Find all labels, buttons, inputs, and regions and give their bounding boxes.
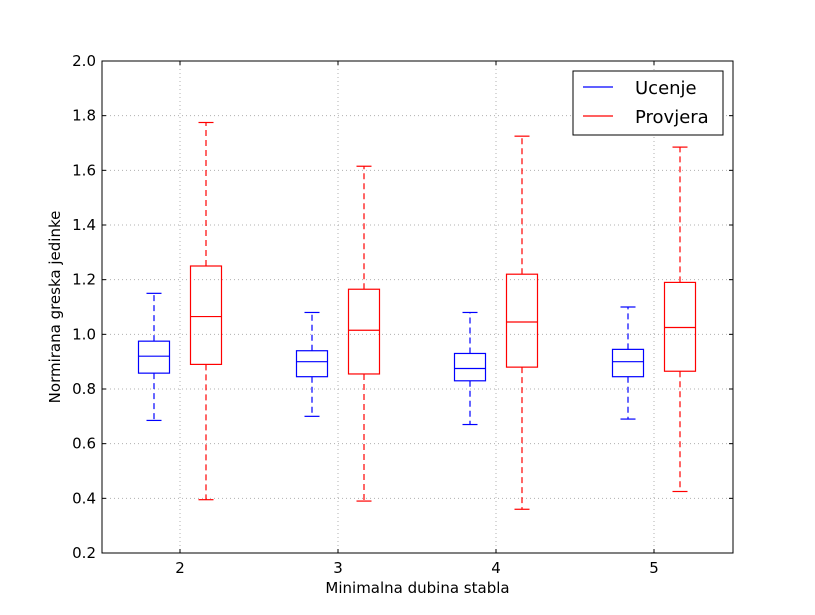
y-tick-label: 0.6	[72, 435, 96, 453]
axis-ticks: 0.2 0.4 0.6 0.8 1.0 1.2 1.4 1.6 1.8 2.0 2 3 4 5	[72, 52, 733, 577]
iqr-box	[453, 352, 487, 382]
plot-area-frame	[101, 60, 734, 554]
iqr-box	[505, 273, 539, 368]
y-tick-label: 1.0	[72, 325, 96, 343]
legend-frame	[572, 70, 724, 136]
legend-label-provjera: Provjera	[635, 107, 709, 128]
x-tick-label: 4	[491, 559, 501, 577]
y-tick-label: 1.2	[72, 271, 96, 289]
iqr-box	[663, 281, 697, 372]
y-tick-label: 0.4	[72, 489, 96, 507]
y-tick-label: 0.8	[72, 380, 96, 398]
x-tick-label: 5	[649, 559, 659, 577]
iqr-box	[295, 350, 329, 378]
box-ucenje-5	[611, 306, 645, 420]
y-tick-label: 0.2	[72, 544, 96, 562]
x-tick-label: 2	[175, 559, 185, 577]
box-provjera-4	[505, 135, 539, 510]
iqr-box	[137, 340, 171, 374]
x-axis-title: Minimalna dubina stabla	[325, 579, 509, 597]
box-provjera-2	[189, 121, 223, 501]
y-axis-title: Normirana greska jedinke	[46, 211, 64, 404]
box-ucenje-2	[137, 292, 171, 422]
legend-label-ucenje: Ucenje	[635, 78, 697, 99]
y-tick-label: 2.0	[72, 52, 96, 70]
y-tick-label: 1.8	[72, 107, 96, 125]
iqr-box	[611, 348, 645, 378]
legend: Ucenje Provjera	[572, 70, 724, 136]
iqr-box	[347, 288, 381, 375]
y-tick-label: 1.4	[72, 216, 96, 234]
y-tick-label: 1.6	[72, 161, 96, 179]
iqr-box	[189, 265, 223, 366]
box-series	[137, 121, 697, 510]
box-provjera-5	[663, 146, 697, 493]
box-provjera-3	[347, 165, 381, 502]
box-ucenje-3	[295, 311, 329, 417]
box-ucenje-4	[453, 311, 487, 426]
x-tick-label: 3	[333, 559, 343, 577]
